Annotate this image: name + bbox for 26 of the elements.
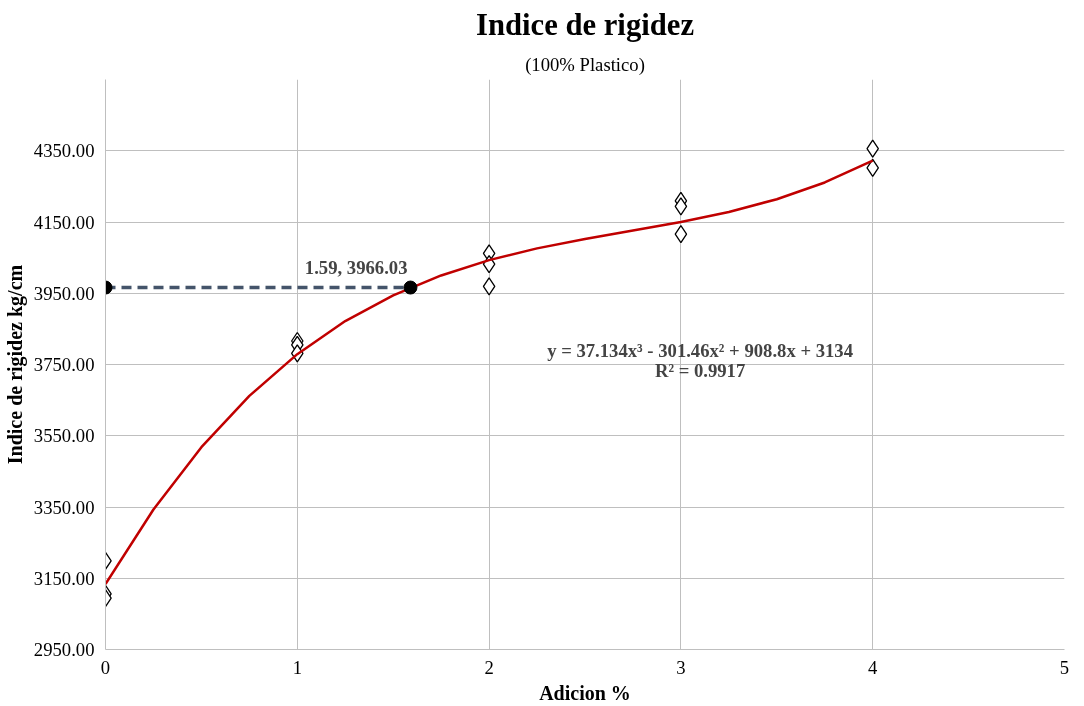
- x-axis-title: Adicion %: [539, 681, 631, 704]
- point: [674, 224, 688, 244]
- y-tick-label: 3950.00: [33, 282, 95, 304]
- annotation: y = 37.134x³ - 301.46x² + 908.8x + 3134: [547, 339, 853, 361]
- y-tick-label: 4150.00: [33, 211, 95, 233]
- y-tick-label: 3350.00: [33, 496, 95, 518]
- point: [866, 158, 880, 177]
- point: [674, 197, 688, 216]
- y-tick-label: 3750.00: [33, 354, 95, 375]
- x-tick-label: 5: [1059, 656, 1070, 678]
- x-tick-label: 1: [292, 656, 302, 678]
- y-axis-title: Indice de rigidez kg/cm: [3, 264, 27, 465]
- x-tick-label: 0: [100, 656, 111, 678]
- y-tick-label: 2950.00: [33, 639, 95, 660]
- annotation: 1.59, 3966.03: [304, 256, 408, 278]
- point: [482, 277, 496, 296]
- y-tick-label: 3550.00: [33, 425, 95, 447]
- x-tick-label: 3: [676, 656, 686, 678]
- x-tick-label: 4: [868, 656, 879, 678]
- annotation: R² = 0.9917: [654, 359, 746, 381]
- point: [866, 139, 880, 158]
- y-tick-label: 4350.00: [33, 140, 95, 162]
- chart-title: Indice de rigidez: [476, 7, 694, 42]
- chart-subtitle: (100% Plastico): [525, 53, 645, 76]
- x-tick-label: 2: [484, 656, 494, 678]
- y-tick-label: 3150.00: [33, 567, 95, 589]
